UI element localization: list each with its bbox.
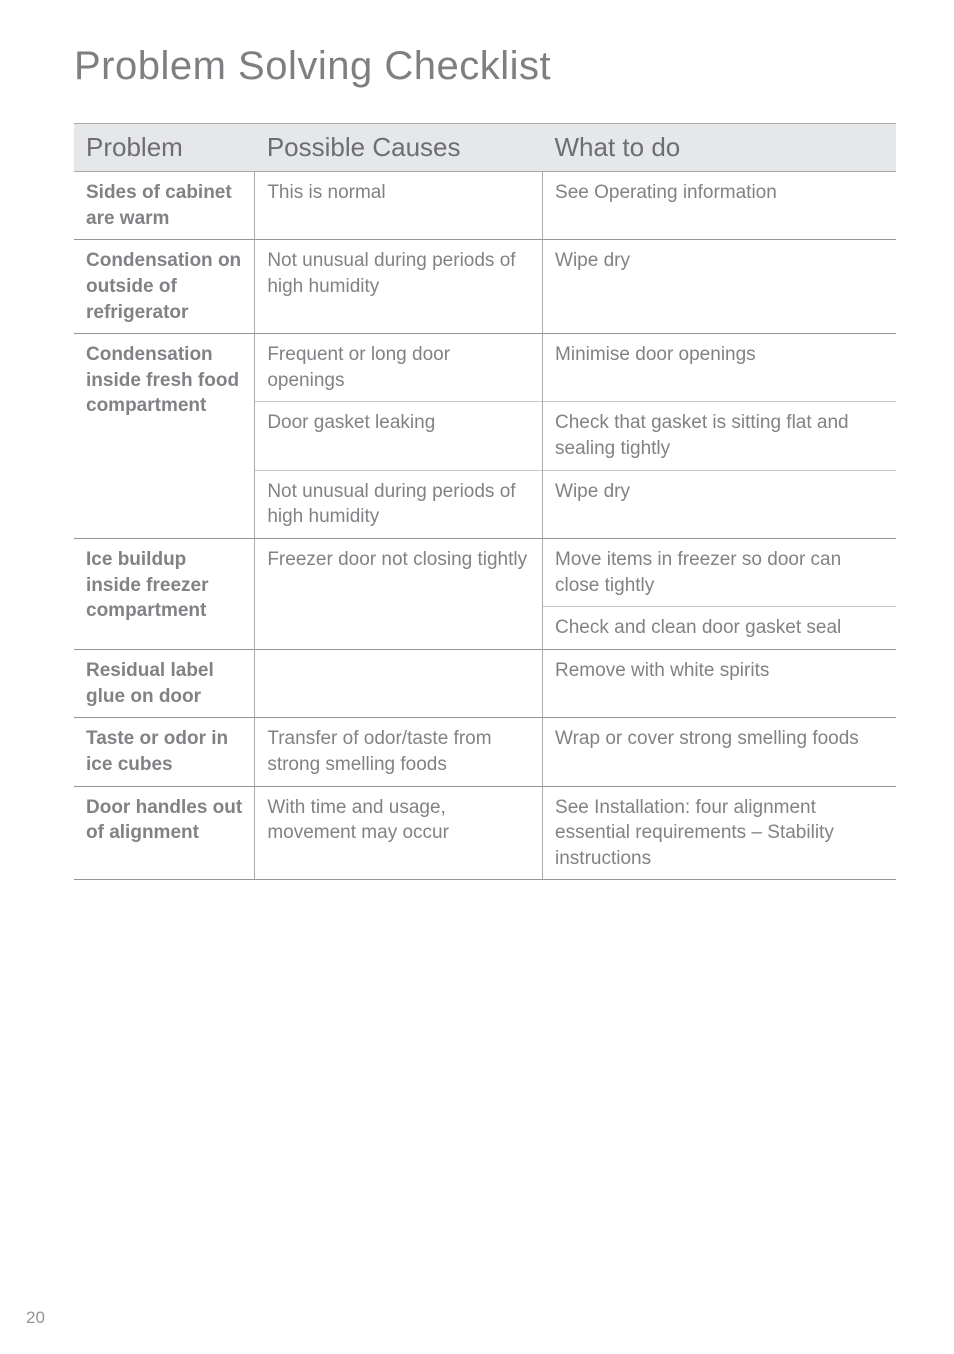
cell-cause: Freezer door not closing tightly xyxy=(255,539,543,650)
page-number: 20 xyxy=(26,1308,45,1328)
header-actions: What to do xyxy=(543,124,896,172)
cell-cause: This is normal xyxy=(255,172,543,240)
table-row: Residual label glue on door Remove with … xyxy=(74,649,896,717)
cell-action: See Installation: four alignment essenti… xyxy=(543,786,896,880)
cell-action: Remove with white spirits xyxy=(543,649,896,717)
cell-cause: Not unusual during periods of high humid… xyxy=(255,470,543,538)
cell-action: Minimise door openings xyxy=(543,334,896,402)
checklist-table: Problem Possible Causes What to do Sides… xyxy=(74,123,896,880)
cell-action: Wipe dry xyxy=(543,240,896,334)
header-causes: Possible Causes xyxy=(255,124,543,172)
cell-cause: Door gasket leaking xyxy=(255,402,543,470)
cell-problem: Sides of cabinet are warm xyxy=(74,172,255,240)
cell-problem: Condensation on outside of refrigerator xyxy=(74,240,255,334)
cell-action: Move items in freezer so door can close … xyxy=(543,539,896,607)
cell-action: Wrap or cover strong smelling foods xyxy=(543,718,896,786)
cell-cause: Not unusual during periods of high humid… xyxy=(255,240,543,334)
cell-action: See Operating information xyxy=(543,172,896,240)
cell-problem: Residual label glue on door xyxy=(74,649,255,717)
cell-problem: Ice buildup inside freezer compartment xyxy=(74,539,255,650)
cell-action: Wipe dry xyxy=(543,470,896,538)
cell-cause xyxy=(255,649,543,717)
cell-problem: Taste or odor in ice cubes xyxy=(74,718,255,786)
table-row: Sides of cabinet are warm This is normal… xyxy=(74,172,896,240)
table-row: Door handles out of alignment With time … xyxy=(74,786,896,880)
table-row: Condensation inside fresh food compartme… xyxy=(74,334,896,402)
header-problem: Problem xyxy=(74,124,255,172)
table-header-row: Problem Possible Causes What to do xyxy=(74,124,896,172)
cell-cause: Transfer of odor/taste from strong smell… xyxy=(255,718,543,786)
cell-action: Check and clean door gasket seal xyxy=(543,607,896,650)
page: Problem Solving Checklist Problem Possib… xyxy=(0,0,954,1354)
cell-problem: Door handles out of alignment xyxy=(74,786,255,880)
page-title: Problem Solving Checklist xyxy=(74,44,896,89)
table-row: Taste or odor in ice cubes Transfer of o… xyxy=(74,718,896,786)
cell-cause: Frequent or long door openings xyxy=(255,334,543,402)
table-row: Condensation on outside of refrigerator … xyxy=(74,240,896,334)
table-row: Ice buildup inside freezer compartment F… xyxy=(74,539,896,607)
cell-action: Check that gasket is sitting flat and se… xyxy=(543,402,896,470)
cell-cause: With time and usage, movement may occur xyxy=(255,786,543,880)
cell-problem: Condensation inside fresh food compartme… xyxy=(74,334,255,539)
